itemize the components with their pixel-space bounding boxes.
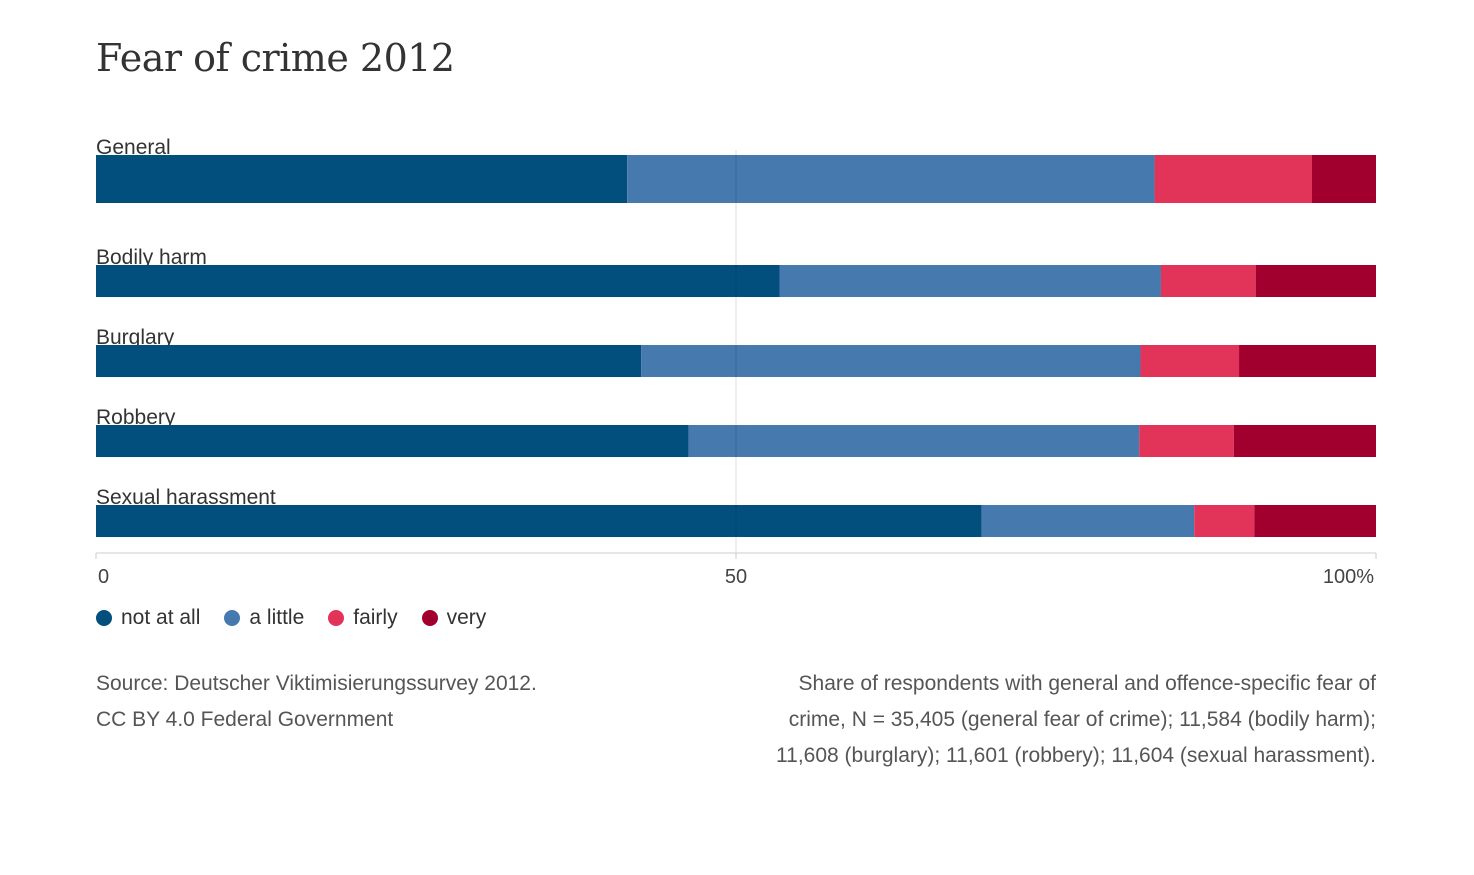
bar-segment xyxy=(627,155,1155,203)
license-line: CC BY 4.0 Federal Government xyxy=(96,708,394,731)
bar-segment xyxy=(96,425,689,457)
bar-segment xyxy=(96,265,780,297)
legend-swatch xyxy=(328,610,345,626)
bar-segment xyxy=(1239,345,1376,377)
category-label: Robbery xyxy=(96,406,176,429)
bar-segment xyxy=(688,425,1140,457)
legend-label: very xyxy=(446,606,487,629)
category-label: Bodily harm xyxy=(96,246,207,269)
x-tick-label: 50 xyxy=(725,566,747,588)
bar-segment xyxy=(1194,505,1255,537)
legend-swatch xyxy=(421,610,438,626)
legend-label: a little xyxy=(249,606,305,629)
chart-title: Fear of crime 2012 xyxy=(96,36,455,80)
bar-segment xyxy=(1160,265,1256,297)
category-label: General xyxy=(96,136,171,159)
note-line: crime, N = 35,405 (general fear of crime… xyxy=(788,708,1376,731)
x-tick-label: 0 xyxy=(98,566,109,588)
x-tick-label: 100% xyxy=(1323,566,1374,588)
legend-label: fairly xyxy=(353,606,398,629)
bar-segment xyxy=(96,345,642,377)
legend-item: a little xyxy=(224,606,304,630)
note-line: 11,608 (burglary); 11,601 (robbery); 11,… xyxy=(776,744,1376,767)
bar-segment xyxy=(1233,425,1376,457)
bar-segment xyxy=(981,505,1195,537)
chart-note: Share of respondents with general and of… xyxy=(736,666,1376,774)
category-label: Burglary xyxy=(96,326,175,349)
legend-label: not at all xyxy=(121,606,201,629)
bar-segment xyxy=(96,155,628,203)
bar-segment xyxy=(779,265,1161,297)
category-label: Sexual harassment xyxy=(96,486,276,509)
legend-item: very xyxy=(421,606,487,630)
source-line: Source: Deutscher Viktimisierungssurvey … xyxy=(96,672,537,695)
bar-segment xyxy=(1255,265,1376,297)
bar-segment xyxy=(641,345,1141,377)
legend-item: fairly xyxy=(328,606,398,630)
stacked-bar-chart: General Bodily harm Burglary Robbery Sexual … xyxy=(95,136,1377,588)
legend-swatch xyxy=(224,610,241,626)
bar-segment xyxy=(1139,425,1234,457)
bar-segment xyxy=(96,505,982,537)
bar-segment xyxy=(1140,345,1240,377)
bar-segment xyxy=(1254,505,1376,537)
legend-item: not at all xyxy=(96,606,200,630)
legend-swatch xyxy=(96,610,112,626)
source-text: Source: Deutscher Viktimisierungssurvey … xyxy=(96,666,537,738)
note-line: Share of respondents with general and of… xyxy=(798,672,1376,695)
bar-segment xyxy=(1312,155,1376,203)
bar-segment xyxy=(1154,155,1312,203)
legend: not at all a little fairly very xyxy=(96,606,510,630)
